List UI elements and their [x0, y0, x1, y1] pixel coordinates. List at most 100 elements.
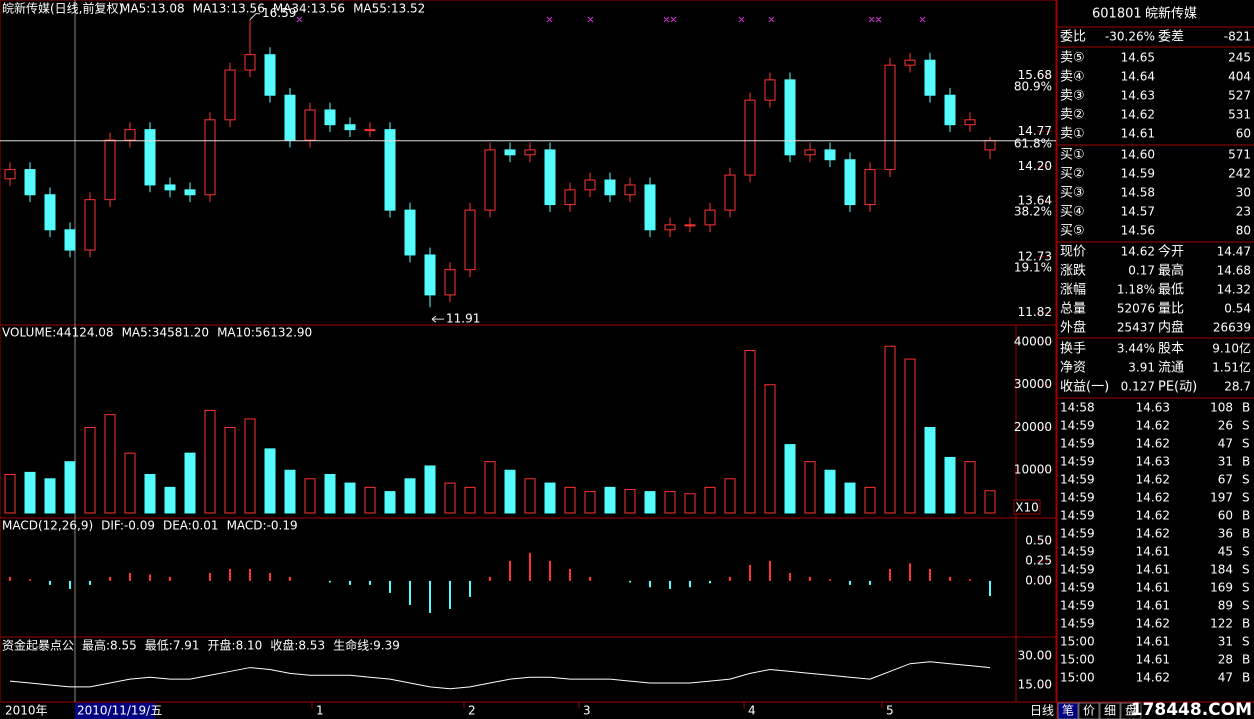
- tick-volume: 67: [1218, 473, 1233, 487]
- candle-body: [144, 129, 156, 186]
- candle-body: [344, 124, 356, 131]
- book-label: 卖②: [1060, 108, 1085, 123]
- stat-label: 最低: [1158, 283, 1184, 298]
- book-price: 14.60: [1121, 148, 1155, 162]
- y-tick-label: 15.00: [1018, 677, 1052, 691]
- y-tick-label: 40000: [1014, 334, 1052, 348]
- info-value: 3.44%: [1117, 342, 1155, 356]
- legend-entry: DIF:-0.09: [101, 519, 155, 533]
- candle-body: [444, 269, 456, 296]
- volume-bar: [984, 490, 996, 514]
- y-tick-label: 30000: [1014, 377, 1052, 391]
- volume-bar: [624, 488, 636, 514]
- tick-volume: 28: [1218, 653, 1233, 667]
- tab-label[interactable]: 盘: [1125, 703, 1137, 718]
- legend-entry: 开盘:8.10: [208, 638, 263, 653]
- volume-bar: [964, 461, 976, 514]
- value: -821: [1224, 30, 1251, 44]
- stat-value: 14.68: [1217, 264, 1251, 278]
- volume-bar: [584, 491, 596, 514]
- tab[interactable]: [1099, 702, 1121, 719]
- value: -30.26%: [1105, 30, 1155, 44]
- tick-time: 14:59: [1060, 527, 1095, 541]
- tick-price: 14.61: [1136, 581, 1170, 595]
- volume-bar: [424, 465, 436, 514]
- candle-body: [724, 174, 736, 211]
- label: 委差: [1158, 30, 1184, 45]
- volume-bar: [564, 486, 576, 514]
- volume-bar: [4, 474, 16, 514]
- tick-volume: 31: [1218, 455, 1233, 469]
- book-price: 14.63: [1121, 89, 1155, 103]
- volume-bar: [384, 491, 396, 514]
- cursor-box: [75, 703, 155, 719]
- volume-bar: [144, 474, 156, 514]
- book-volume: 245: [1228, 51, 1251, 65]
- volume-bar: [664, 491, 676, 514]
- tick-volume: 47: [1218, 671, 1233, 685]
- tick-time: 14:59: [1060, 491, 1095, 505]
- tick-price: 14.61: [1136, 563, 1170, 577]
- volume-bar: [104, 414, 116, 514]
- stat-value: 14.32: [1217, 283, 1251, 297]
- tick-time: 15:00: [1060, 635, 1095, 649]
- volume-bar: [44, 478, 56, 514]
- volume-bar: [804, 461, 816, 514]
- info-value: 0.127: [1121, 380, 1155, 394]
- book-label: 买②: [1060, 167, 1085, 182]
- volume-bar: [484, 461, 496, 514]
- candle-body: [844, 159, 856, 206]
- book-label: 卖④: [1060, 70, 1085, 85]
- candle-body: [24, 169, 36, 196]
- candle-body: [104, 139, 116, 201]
- y-tick-label: 30.00: [1018, 648, 1052, 662]
- tick-volume: 197: [1210, 491, 1233, 505]
- y-tick-label: 0.25: [1025, 553, 1052, 567]
- leader: [249, 13, 260, 21]
- volume-bar: [884, 345, 896, 514]
- y-tick-label: 10000: [1014, 463, 1052, 477]
- tick-price: 14.63: [1136, 401, 1170, 415]
- legend-entry: MA10:56132.90: [217, 326, 312, 340]
- legend-entry: 收盘:8.53: [270, 638, 325, 653]
- tab[interactable]: [1078, 702, 1100, 719]
- volume-bar: [324, 474, 336, 514]
- candle-body: [964, 119, 976, 126]
- candle-body: [664, 224, 676, 231]
- candle-body: [604, 179, 616, 196]
- candle-body: [204, 119, 216, 196]
- legend-entry: VOLUME:44124.08: [2, 326, 114, 340]
- candle-body: [564, 189, 576, 206]
- candle-body: [704, 209, 716, 226]
- candle-body: [944, 94, 956, 126]
- tick-volume: 122: [1210, 617, 1233, 631]
- book-label: 买①: [1060, 148, 1085, 163]
- fib-label: 19.1%: [1014, 261, 1052, 275]
- volume-bar: [244, 418, 256, 514]
- tick-price: 14.62: [1136, 473, 1170, 487]
- tick-price: 14.62: [1136, 617, 1170, 631]
- info-value: 9.10亿: [1212, 341, 1251, 356]
- book-label: 卖⑤: [1060, 51, 1085, 66]
- tab-label[interactable]: 价: [1083, 704, 1095, 718]
- tick-time: 14:59: [1060, 545, 1095, 559]
- book-price: 14.59: [1121, 167, 1155, 181]
- tick-side: S: [1242, 581, 1250, 595]
- fib-label: 61.8%: [1014, 137, 1052, 151]
- tab-label[interactable]: 笔: [1062, 703, 1074, 718]
- tab-label[interactable]: 细: [1104, 704, 1116, 718]
- candle-body: [984, 140, 996, 151]
- legend-entry: MA5:34581.20: [122, 326, 210, 340]
- tab[interactable]: [1120, 702, 1142, 719]
- stat-value: 14.47: [1217, 245, 1251, 259]
- markers: [296, 16, 926, 23]
- volume-bar: [264, 448, 276, 514]
- candle-body: [284, 94, 296, 141]
- book-label: 买③: [1060, 186, 1085, 201]
- tick-price: 14.61: [1136, 545, 1170, 559]
- book-label: 买④: [1060, 205, 1085, 220]
- tab[interactable]: [1057, 702, 1079, 719]
- book-price: 14.62: [1121, 108, 1155, 122]
- book-volume: 531: [1228, 108, 1251, 122]
- low-annotation: 11.91: [446, 312, 480, 326]
